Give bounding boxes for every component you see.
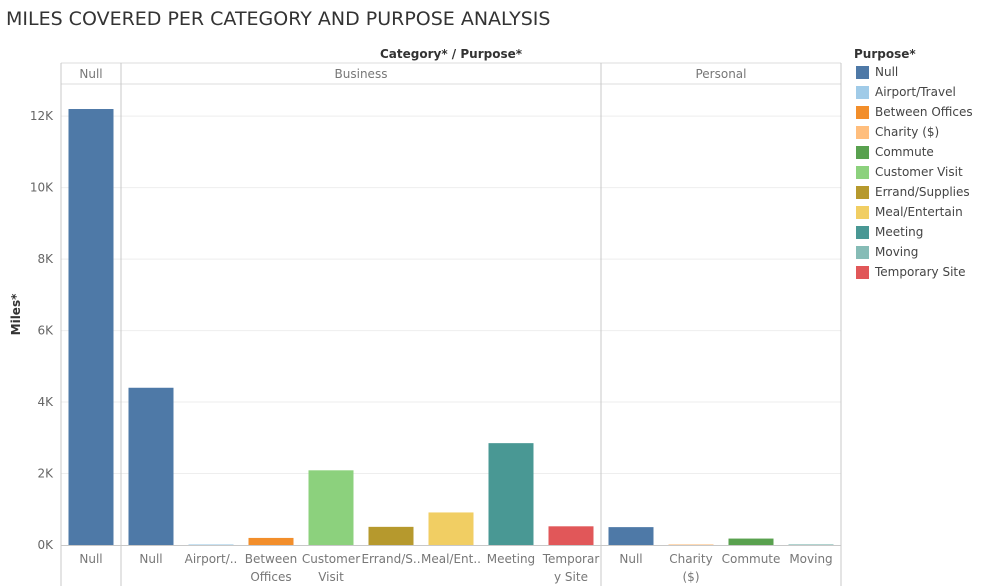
legend-swatch — [856, 105, 869, 119]
legend-swatch — [856, 125, 869, 139]
x-tick-label: Visit — [318, 570, 344, 584]
legend-item[interactable]: Moving — [856, 244, 918, 260]
legend-label: Charity ($) — [875, 125, 940, 139]
legend-label: Errand/Supplies — [875, 185, 970, 199]
x-tick-label: Charity — [669, 552, 712, 566]
x-tick-label: Meeting — [487, 552, 535, 566]
legend-swatch — [856, 145, 869, 159]
legend-label: Meeting — [875, 225, 924, 239]
x-tick-label: Offices — [250, 570, 291, 584]
legend-label: Temporary Site — [875, 265, 966, 279]
legend-label: Meal/Entertain — [875, 205, 963, 219]
x-tick-label: Moving — [789, 552, 832, 566]
bar — [668, 544, 714, 546]
y-axis-label: Miles* — [9, 293, 23, 335]
x-tick-label: Temporar — [542, 552, 600, 566]
legend-swatch — [856, 65, 869, 79]
bar — [368, 526, 414, 545]
legend-label: Moving — [875, 245, 919, 259]
x-tick-label: Null — [139, 552, 162, 566]
legend-swatch — [856, 225, 869, 239]
y-tick-label: 4K — [37, 395, 54, 409]
bar — [548, 526, 594, 545]
x-tick-label: Commute — [722, 552, 781, 566]
legend-item[interactable]: Meal/Entertain — [856, 204, 963, 220]
legend-item[interactable]: Errand/Supplies — [856, 184, 970, 200]
x-tick-label: Errand/S.. — [361, 552, 420, 566]
legend-title: Purpose* — [854, 47, 916, 61]
bar — [788, 544, 834, 546]
x-tick-label: Between — [245, 552, 298, 566]
y-tick-label: 6K — [37, 324, 54, 338]
x-tick-label: Null — [619, 552, 642, 566]
legend-item[interactable]: Meeting — [856, 224, 923, 240]
legend-item[interactable]: Between Offices — [856, 104, 973, 120]
x-tick-label: Null — [79, 552, 102, 566]
y-tick-label: 8K — [37, 252, 54, 266]
legend-label: Commute — [875, 145, 934, 159]
bar — [128, 387, 174, 545]
bar — [488, 443, 534, 545]
chart-title: MILES COVERED PER CATEGORY AND PURPOSE A… — [6, 8, 551, 30]
legend-label: Customer Visit — [875, 165, 963, 179]
legend-label: Between Offices — [875, 105, 973, 119]
legend-label: Airport/Travel — [875, 85, 956, 99]
bar — [188, 544, 234, 546]
legend-swatch — [856, 165, 869, 179]
legend-swatch — [856, 185, 869, 199]
x-tick-label: Customer — [302, 552, 360, 566]
legend-item[interactable]: Commute — [856, 144, 934, 160]
bar — [608, 527, 654, 545]
legend-swatch — [856, 265, 869, 279]
category-header: Business — [335, 67, 388, 81]
legend-label: Null — [875, 65, 899, 79]
legend-item[interactable]: Charity ($) — [856, 124, 939, 140]
legend-swatch — [856, 245, 869, 259]
legend-item[interactable]: Customer Visit — [856, 164, 963, 180]
bar — [428, 512, 474, 545]
legend-item[interactable]: Temporary Site — [856, 264, 966, 280]
x-tick-label: Meal/Ent.. — [421, 552, 481, 566]
y-tick-label: 12K — [30, 109, 54, 123]
x-tick-label: ($) — [683, 570, 700, 584]
legend-item[interactable]: Airport/Travel — [856, 84, 956, 100]
column-header: Category* / Purpose* — [380, 47, 523, 61]
legend-swatch — [856, 85, 869, 99]
bar — [728, 538, 774, 545]
x-tick-label: Airport/.. — [185, 552, 238, 566]
x-tick-label: y Site — [554, 570, 588, 584]
category-header: Personal — [695, 67, 746, 81]
legend-item[interactable]: Null — [856, 64, 898, 80]
bar — [68, 109, 114, 545]
y-tick-label: 2K — [37, 467, 54, 481]
bar — [248, 537, 294, 545]
bar — [308, 470, 354, 545]
y-tick-label: 0K — [37, 538, 54, 552]
y-tick-label: 10K — [30, 181, 54, 195]
legend-swatch — [856, 205, 869, 219]
category-header: Null — [79, 67, 102, 81]
